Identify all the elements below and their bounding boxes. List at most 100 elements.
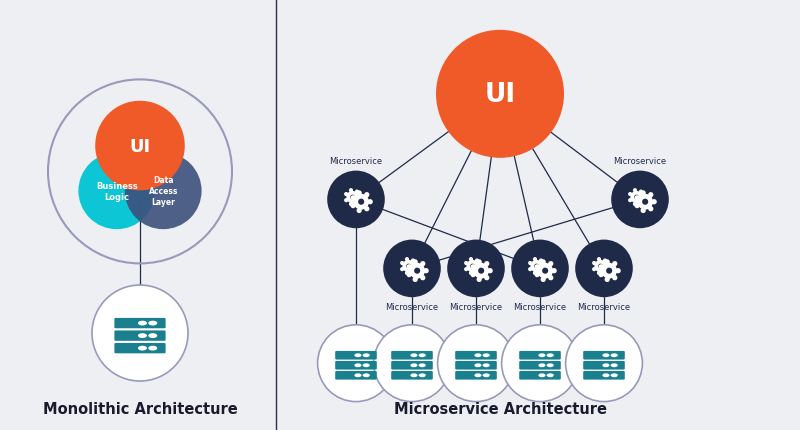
Ellipse shape (402, 260, 414, 273)
Ellipse shape (410, 263, 425, 279)
Ellipse shape (447, 240, 505, 298)
Ellipse shape (78, 153, 155, 230)
Ellipse shape (477, 277, 482, 283)
FancyBboxPatch shape (583, 371, 625, 380)
Ellipse shape (612, 261, 618, 267)
Circle shape (538, 363, 546, 367)
Circle shape (610, 363, 618, 367)
FancyBboxPatch shape (114, 343, 166, 353)
Ellipse shape (633, 189, 637, 193)
Ellipse shape (542, 264, 546, 268)
Circle shape (482, 374, 490, 378)
Ellipse shape (125, 153, 202, 230)
Ellipse shape (484, 276, 490, 281)
Ellipse shape (470, 264, 475, 269)
Ellipse shape (628, 199, 632, 203)
Ellipse shape (534, 272, 540, 277)
Ellipse shape (355, 190, 359, 194)
FancyBboxPatch shape (335, 361, 377, 370)
Circle shape (362, 353, 370, 357)
Circle shape (482, 353, 490, 357)
Text: Data
Access
Layer: Data Access Layer (149, 176, 178, 207)
Ellipse shape (406, 264, 411, 269)
Ellipse shape (350, 203, 356, 209)
Ellipse shape (534, 264, 539, 269)
Text: Microservice: Microservice (450, 303, 502, 312)
FancyBboxPatch shape (391, 361, 433, 370)
Ellipse shape (469, 271, 473, 275)
Ellipse shape (548, 261, 554, 267)
FancyBboxPatch shape (335, 371, 377, 380)
Circle shape (474, 374, 482, 378)
Circle shape (354, 374, 362, 378)
FancyBboxPatch shape (455, 371, 497, 380)
Ellipse shape (436, 31, 564, 158)
Text: Business
Logic: Business Logic (96, 181, 138, 201)
FancyBboxPatch shape (391, 371, 433, 380)
FancyBboxPatch shape (519, 351, 561, 360)
Circle shape (474, 363, 482, 367)
Circle shape (538, 353, 546, 357)
Ellipse shape (95, 101, 185, 191)
Ellipse shape (411, 270, 415, 274)
Ellipse shape (638, 194, 653, 210)
Ellipse shape (606, 268, 612, 274)
Ellipse shape (400, 261, 404, 265)
Circle shape (482, 363, 490, 367)
Ellipse shape (548, 276, 554, 281)
Ellipse shape (346, 191, 358, 204)
Ellipse shape (406, 264, 412, 270)
Ellipse shape (464, 261, 468, 265)
Ellipse shape (406, 272, 412, 277)
Ellipse shape (642, 196, 646, 200)
Ellipse shape (612, 276, 618, 281)
Ellipse shape (464, 267, 468, 272)
Text: Microservice: Microservice (514, 303, 566, 312)
Circle shape (610, 353, 618, 357)
Circle shape (602, 374, 610, 378)
Ellipse shape (639, 201, 643, 205)
Circle shape (546, 374, 554, 378)
Text: UI: UI (130, 137, 150, 155)
Circle shape (418, 353, 426, 357)
Ellipse shape (414, 268, 420, 274)
Circle shape (362, 363, 370, 367)
Circle shape (602, 363, 610, 367)
Ellipse shape (598, 264, 603, 269)
Ellipse shape (648, 193, 654, 198)
Ellipse shape (470, 264, 476, 270)
Ellipse shape (615, 268, 621, 273)
Ellipse shape (539, 259, 543, 263)
Ellipse shape (475, 270, 479, 274)
Ellipse shape (470, 272, 476, 277)
Text: Microservice: Microservice (578, 303, 630, 312)
FancyBboxPatch shape (335, 351, 377, 360)
Ellipse shape (327, 171, 385, 229)
FancyBboxPatch shape (583, 351, 625, 360)
Circle shape (610, 374, 618, 378)
Ellipse shape (592, 261, 596, 265)
Ellipse shape (538, 263, 553, 279)
Ellipse shape (605, 260, 610, 265)
Ellipse shape (355, 201, 359, 205)
Ellipse shape (533, 271, 537, 275)
Text: Microservice: Microservice (386, 303, 438, 312)
Ellipse shape (502, 325, 578, 402)
Ellipse shape (603, 270, 607, 274)
Ellipse shape (484, 261, 490, 267)
Circle shape (138, 321, 147, 326)
Ellipse shape (597, 258, 601, 261)
FancyBboxPatch shape (455, 361, 497, 370)
Ellipse shape (354, 194, 369, 210)
FancyBboxPatch shape (114, 318, 166, 329)
Ellipse shape (598, 264, 604, 270)
Ellipse shape (630, 191, 642, 204)
Ellipse shape (350, 196, 356, 201)
Ellipse shape (405, 258, 409, 261)
Ellipse shape (533, 258, 537, 261)
Ellipse shape (603, 259, 607, 263)
Ellipse shape (474, 263, 489, 279)
Ellipse shape (611, 171, 669, 229)
Ellipse shape (541, 277, 546, 283)
Ellipse shape (350, 195, 355, 200)
